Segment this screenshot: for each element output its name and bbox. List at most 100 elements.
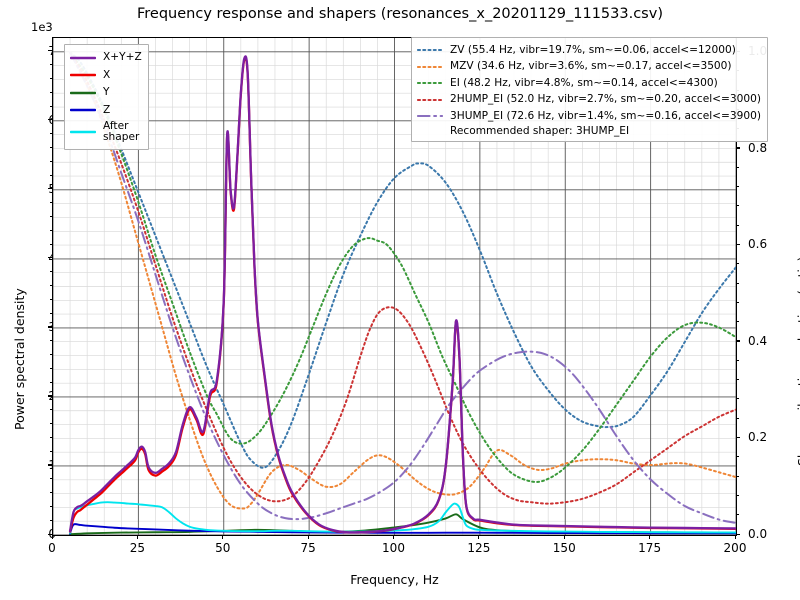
x-axis-label: Frequency, Hz [350, 572, 439, 587]
x-tick-label-200: 200 [723, 541, 747, 555]
legend-item[interactable]: Z [70, 102, 142, 120]
legend-item[interactable]: Y [70, 84, 142, 102]
y-minor-tick-right [736, 379, 739, 381]
y-minor-tick-left [49, 105, 52, 107]
series-2hump-ei [69, 51, 736, 505]
series-zv [69, 51, 736, 469]
legend-item[interactable]: 3HUMP_EI (72.6 Hz, vibr=1.4%, sm~=0.16, … [417, 108, 761, 125]
y-tick-mark-left [48, 119, 52, 121]
legend-line-swatch-x [70, 69, 96, 81]
y-minor-tick-right [736, 321, 739, 323]
recommended-shaper-note: Recommended shaper: 3HUMP_EI [450, 124, 630, 137]
legend-label: EI (48.2 Hz, vibr=4.8%, sm~=0.14, accel<… [450, 76, 718, 89]
y-tick-label-right-0-8: 0.8 [748, 140, 768, 155]
y-tick-mark-left [48, 395, 52, 397]
y-tick-label-right-0-6: 0.6 [748, 237, 768, 252]
legend-label: X+Y+Z [103, 51, 142, 64]
y-minor-tick-right [736, 301, 739, 303]
y-minor-tick-right [736, 398, 739, 400]
y-minor-tick-left [49, 340, 52, 342]
y-minor-tick-left [49, 229, 52, 231]
y-minor-tick-right [736, 205, 739, 207]
y-minor-tick-left [49, 409, 52, 411]
y-minor-tick-left [49, 423, 52, 425]
x-tick-label-75: 75 [300, 541, 316, 555]
x-tick-mark [51, 535, 53, 539]
x-tick-mark [136, 535, 138, 539]
legend-item[interactable]: X+Y+Z [70, 49, 142, 67]
y-tick-mark-left [48, 257, 52, 259]
y-minor-tick-right [736, 166, 739, 168]
series-z [69, 523, 736, 535]
legend-label: ZV (55.4 Hz, vibr=19.7%, sm~=0.06, accel… [450, 43, 736, 56]
legend-item[interactable]: EI (48.2 Hz, vibr=4.8%, sm~=0.14, accel<… [417, 75, 761, 92]
legend-item[interactable]: X [70, 67, 142, 85]
y-minor-tick-left [49, 505, 52, 507]
y-tick-mark-right [736, 147, 740, 149]
y-minor-tick-left [49, 133, 52, 135]
y-minor-tick-left [49, 450, 52, 452]
legend-item[interactable]: ZV (55.4 Hz, vibr=19.7%, sm~=0.06, accel… [417, 42, 761, 59]
y-minor-tick-left [49, 216, 52, 217]
y-minor-tick-left [49, 78, 52, 79]
legend-shapers: ZV (55.4 Hz, vibr=19.7%, sm~=0.06, accel… [411, 37, 768, 142]
y-minor-tick-left [49, 285, 52, 286]
y-axis-label-right: Shaper vibration reduction (ratio) [795, 256, 800, 466]
y-minor-tick-right [736, 456, 739, 458]
legend-label: Y [103, 86, 110, 99]
series-3hump-ei [69, 51, 736, 524]
y-tick-mark-left [48, 533, 52, 535]
y-tick-mark-left [48, 50, 52, 52]
y-minor-tick-right [736, 263, 739, 265]
y-minor-tick-right [736, 282, 739, 284]
y-minor-tick-left [49, 202, 52, 204]
x-tick-mark [307, 535, 309, 539]
y-minor-tick-left [49, 312, 52, 314]
y-minor-tick-right [736, 359, 739, 361]
series-mzv [69, 51, 736, 510]
legend-line-swatch-y [70, 87, 96, 99]
legend-line-swatch-2hump-ei-52-0-hz-vibr-2-7-sm-0-20-accel-3000- [417, 94, 443, 106]
x-tick-mark [478, 535, 480, 539]
legend-axes-series: X+Y+Z X Y Z After shaper [64, 44, 149, 150]
y-minor-tick-left [49, 492, 52, 494]
legend-label: 3HUMP_EI (72.6 Hz, vibr=1.4%, sm~=0.16, … [450, 109, 761, 122]
legend-line-swatch-ei-48-2-hz-vibr-4-8-sm-0-14-accel-4300- [417, 77, 443, 89]
y-tick-label-right-0-4: 0.4 [748, 333, 768, 348]
legend-item[interactable]: MZV (34.6 Hz, vibr=3.6%, sm~=0.17, accel… [417, 59, 761, 76]
series-ei [69, 51, 736, 483]
x-tick-label-175: 175 [638, 541, 662, 555]
x-tick-label-0: 0 [48, 541, 56, 555]
legend-item[interactable]: After shaper [70, 119, 142, 145]
x-tick-label-125: 125 [467, 541, 491, 555]
x-tick-mark [563, 535, 565, 539]
y-tick-mark-left [48, 464, 52, 466]
y-axis-offset-text: 1e3 [31, 20, 53, 34]
y-tick-mark-right [736, 436, 740, 439]
y-tick-mark-right [736, 340, 740, 342]
y-minor-tick-left [49, 91, 52, 93]
y-tick-label-right-0-2: 0.2 [748, 430, 768, 445]
y-minor-tick-left [49, 160, 52, 162]
legend-item[interactable]: 2HUMP_EI (52.0 Hz, vibr=2.7%, sm~=0.20, … [417, 92, 761, 109]
chart-title: Frequency response and shapers (resonanc… [137, 6, 663, 22]
y-minor-tick-right [736, 186, 739, 188]
y-minor-tick-left [49, 243, 52, 245]
x-tick-mark [734, 535, 736, 539]
y-minor-tick-right [736, 224, 739, 226]
y-minor-tick-left [49, 147, 52, 148]
x-tick-label-150: 150 [552, 541, 576, 555]
series-x-y-z [68, 55, 736, 534]
y-minor-tick-left [49, 354, 52, 356]
y-axis-label-left: Power spectral density [12, 288, 27, 430]
legend-label: Z [103, 103, 111, 116]
y-minor-tick-right [736, 494, 739, 496]
legend-line-swatch-zv-55-4-hz-vibr-19-7-sm-0-06-accel-12000- [417, 44, 443, 56]
legend-line-swatch-z [70, 104, 96, 116]
y-minor-tick-left [49, 367, 52, 369]
legend-label: After shaper [103, 120, 140, 143]
y-minor-tick-left [49, 436, 52, 438]
x-tick-label-100: 100 [382, 541, 405, 555]
y-tick-label-right-0-0: 0.0 [748, 527, 768, 541]
